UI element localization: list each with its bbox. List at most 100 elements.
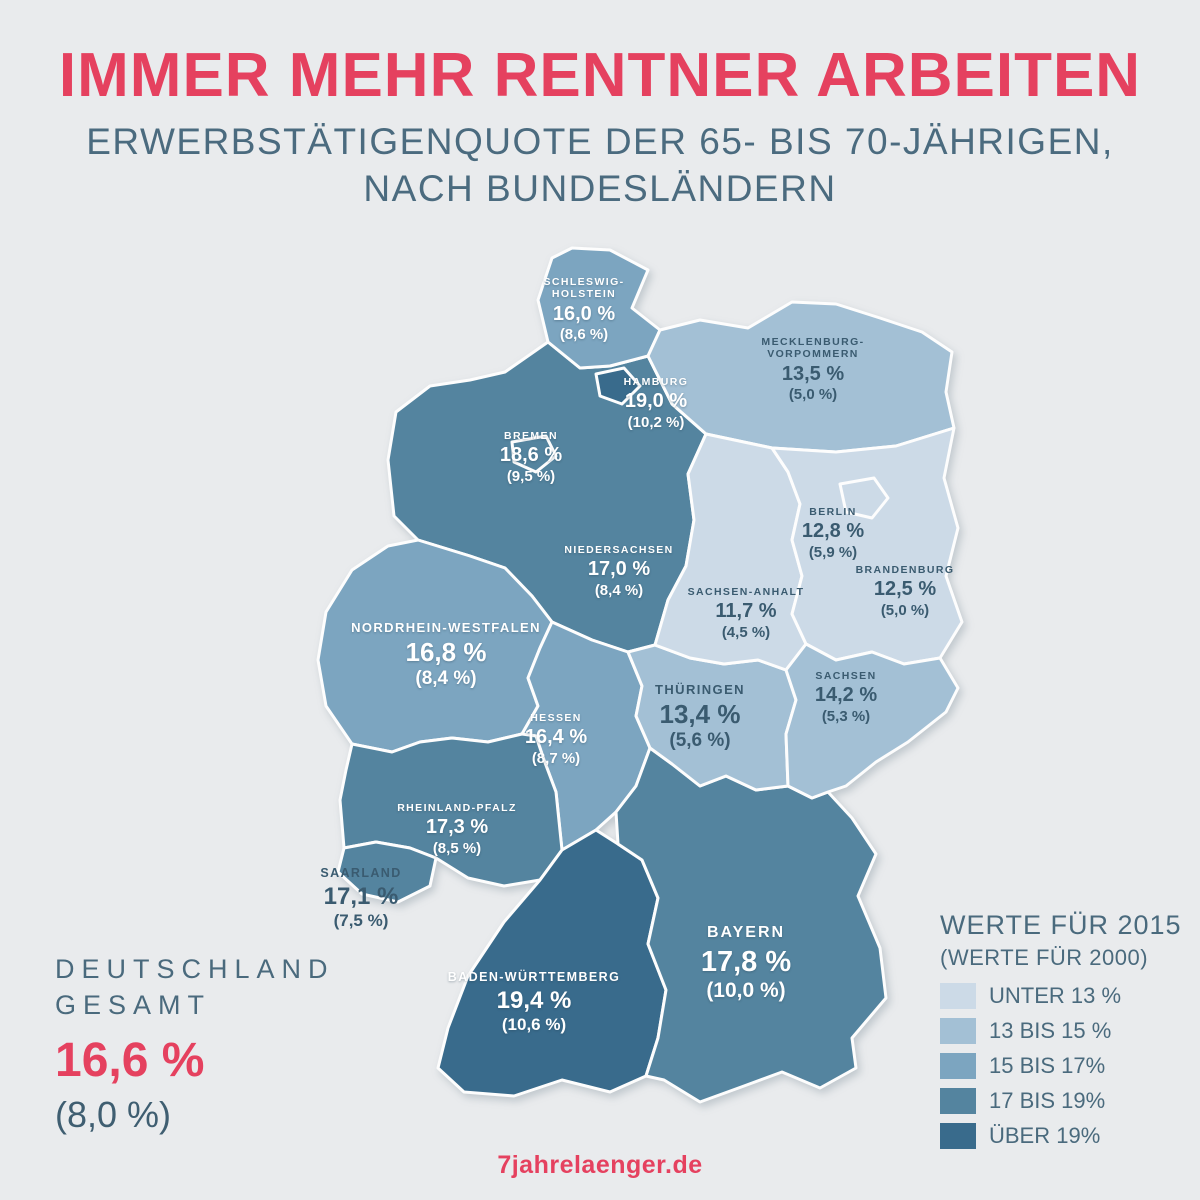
- state-name: SCHLESWIG-HOLSTEIN: [543, 276, 625, 301]
- legend-label: ÜBER 19%: [989, 1123, 1101, 1148]
- state-label-rheinland-pfalz: RHEINLAND-PFALZ 17,3 % (8,5 %): [387, 802, 527, 858]
- state-value-2015: 12,8 %: [801, 520, 865, 543]
- state-shape-mecklenburg-vorpommern: [646, 300, 956, 454]
- germany-total: DEUTSCHLAND GESAMT 16,6 % (8,0 %): [55, 952, 335, 1136]
- state-value-2000: (10,0 %): [706, 979, 786, 1003]
- state-value-2000: (4,5 %): [721, 623, 771, 641]
- legend-color-swatch: [940, 1123, 976, 1149]
- state-name: BERLIN: [809, 506, 857, 518]
- state-shape-schleswig-holstein: [536, 246, 662, 370]
- state-shape-sachsen: [784, 642, 960, 800]
- germany-total-label-line1: DEUTSCHLAND: [55, 954, 335, 984]
- legend-title: WERTE FÜR 2015: [940, 910, 1182, 940]
- state-name: BREMEN: [504, 430, 558, 442]
- state-value-2000: (8,4 %): [594, 581, 644, 599]
- state-value-2015: 17,8 %: [700, 945, 792, 978]
- state-label-sachsen: SACHSEN 14,2 % (5,3 %): [791, 670, 901, 726]
- page-subtitle: ERWERBSTÄTIGENQUOTE DER 65- BIS 70-JÄHRI…: [0, 118, 1200, 213]
- legend-item: 17 BIS 19%: [940, 1088, 1190, 1114]
- legend-item: ÜBER 19%: [940, 1123, 1190, 1149]
- legend-label: UNTER 13 %: [989, 983, 1122, 1008]
- state-name: BADEN-WÜRTTEMBERG: [447, 970, 621, 984]
- state-name: SACHSEN: [815, 670, 877, 682]
- state-value-2015: 19,0 %: [624, 390, 688, 413]
- page-subtitle-line2: NACH BUNDESLÄNDERN: [363, 168, 837, 210]
- state-shape-hamburg: [594, 366, 642, 406]
- state-value-2015: 14,2 %: [814, 684, 878, 707]
- legend-color-swatch: [940, 983, 976, 1009]
- state-name: BRANDENBURG: [855, 564, 955, 576]
- state-name: HAMBURG: [623, 376, 689, 388]
- state-value-2000: (8,6 %): [559, 326, 609, 344]
- state-name: MECKLENBURG-VORPOMMERN: [761, 336, 865, 361]
- state-value-2000: (8,7 %): [531, 749, 581, 767]
- legend-label: 17 BIS 19%: [989, 1088, 1106, 1113]
- map-legend: WERTE FÜR 2015 (WERTE FÜR 2000) UNTER 13…: [940, 910, 1190, 1149]
- state-label-nordrhein-westfalen: NORDRHEIN-WESTFALEN 16,8 % (8,4 %): [346, 620, 546, 690]
- state-value-2000: (5,0 %): [880, 601, 930, 619]
- state-label-hessen: HESSEN 16,4 % (8,7 %): [506, 712, 606, 768]
- state-name: HESSEN: [530, 712, 582, 724]
- germany-total-value-2015: 16,6 %: [55, 1034, 205, 1088]
- state-label-hamburg: HAMBURG 19,0 % (10,2 %): [601, 376, 711, 432]
- state-name: SACHSEN-ANHALT: [687, 586, 805, 598]
- legend-color-swatch: [940, 1018, 976, 1044]
- legend-label: 13 BIS 15 %: [989, 1018, 1112, 1043]
- state-value-2015: 16,4 %: [524, 726, 588, 749]
- state-value-2015: 17,1 %: [323, 882, 399, 910]
- website-url: 7jahrelaenger.de: [497, 1151, 703, 1179]
- legend-item: 15 BIS 17%: [940, 1053, 1190, 1079]
- state-value-2000: (10,6 %): [501, 1015, 567, 1035]
- state-label-bayern: BAYERN 17,8 % (10,0 %): [666, 924, 826, 1004]
- legend-label: 15 BIS 17%: [989, 1053, 1106, 1078]
- state-value-2015: 12,5 %: [873, 578, 937, 601]
- state-label-saarland: SAARLAND 17,1 % (7,5 %): [291, 866, 431, 931]
- state-label-brandenburg: BRANDENBURG 12,5 % (5,0 %): [850, 564, 960, 620]
- state-label-thueringen: THÜRINGEN 13,4 % (5,6 %): [625, 682, 775, 752]
- state-value-2015: 13,5 %: [781, 362, 845, 385]
- state-label-berlin: BERLIN 12,8 % (5,9 %): [783, 506, 883, 562]
- page-subtitle-line1: ERWERBSTÄTIGENQUOTE DER 65- BIS 70-JÄHRI…: [86, 121, 1114, 162]
- germany-total-label: DEUTSCHLAND GESAMT: [55, 952, 335, 1023]
- state-value-2000: (5,0 %): [788, 386, 838, 404]
- state-shape-berlin: [838, 476, 890, 520]
- state-label-baden-wuerttemberg: BADEN-WÜRTTEMBERG 19,4 % (10,6 %): [444, 970, 624, 1035]
- state-value-2000: (9,5 %): [506, 467, 556, 485]
- legend-item: UNTER 13 %: [940, 983, 1190, 1009]
- state-value-2000: (8,5 %): [432, 839, 482, 857]
- state-name: NIEDERSACHSEN: [564, 544, 674, 556]
- state-value-2015: 13,4 %: [659, 699, 741, 730]
- state-name: NORDRHEIN-WESTFALEN: [351, 620, 541, 635]
- legend-color-swatch: [940, 1053, 976, 1079]
- state-value-2000: (5,3 %): [821, 707, 871, 725]
- legend-color-swatch: [940, 1088, 976, 1114]
- state-shape-bremen: [510, 434, 558, 474]
- state-label-niedersachsen: NIEDERSACHSEN 17,0 % (8,4 %): [559, 544, 679, 600]
- state-value-2000: (7,5 %): [333, 911, 389, 931]
- state-name: SAARLAND: [320, 866, 402, 880]
- state-label-mecklenburg-vorpommern: MECKLENBURG-VORPOMMERN 13,5 % (5,0 %): [758, 336, 868, 404]
- state-value-2015: 16,0 %: [552, 302, 616, 325]
- state-label-bremen: BREMEN 18,6 % (9,5 %): [481, 430, 581, 486]
- state-value-2015: 18,6 %: [499, 444, 563, 467]
- state-value-2015: 16,8 %: [405, 637, 487, 668]
- page-title: IMMER MEHR RENTNER ARBEITEN: [58, 41, 1142, 110]
- legend-item: 13 BIS 15 %: [940, 1018, 1190, 1044]
- state-name: THÜRINGEN: [655, 682, 745, 697]
- state-value-2000: (10,2 %): [627, 413, 685, 431]
- state-value-2015: 11,7 %: [715, 600, 777, 623]
- state-value-2015: 17,0 %: [587, 558, 651, 581]
- germany-total-label-line2: GESAMT: [55, 989, 212, 1020]
- state-label-schleswig-holstein: SCHLESWIG-HOLSTEIN 16,0 % (8,6 %): [534, 276, 634, 344]
- legend-subtitle: (WERTE FÜR 2000): [940, 945, 1149, 970]
- state-value-2000: (5,6 %): [669, 730, 731, 751]
- germany-total-value-2000: (8,0 %): [55, 1094, 172, 1136]
- state-name: RHEINLAND-PFALZ: [397, 802, 517, 814]
- state-label-sachsen-anhalt: SACHSEN-ANHALT 11,7 % (4,5 %): [681, 586, 811, 642]
- state-value-2000: (5,9 %): [808, 543, 858, 561]
- state-value-2000: (8,4 %): [415, 668, 477, 689]
- state-value-2015: 17,3 %: [425, 816, 489, 839]
- state-value-2015: 19,4 %: [496, 986, 572, 1014]
